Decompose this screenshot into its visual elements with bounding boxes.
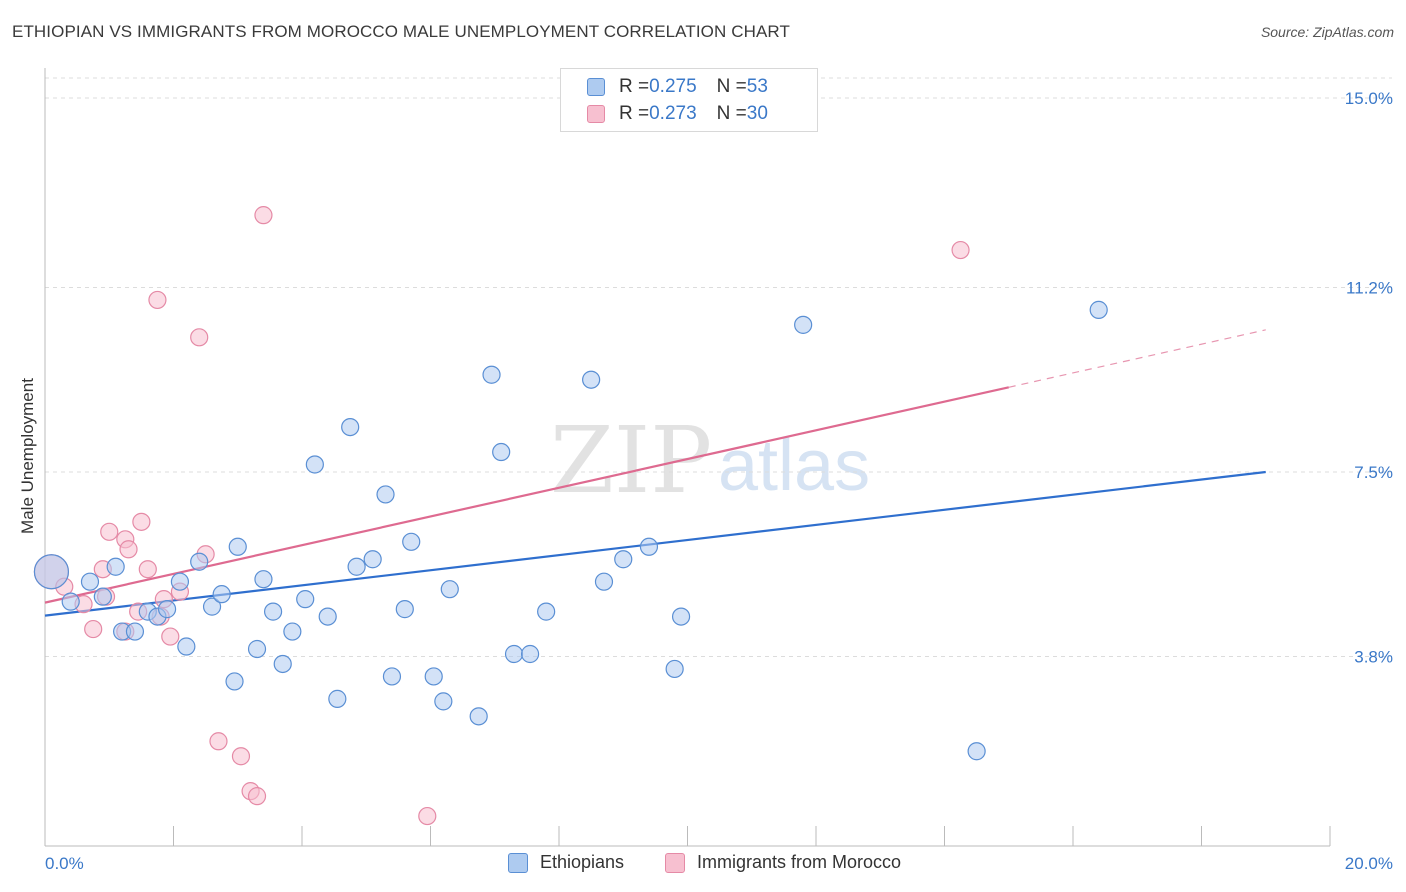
- data-point-ethiopians: [594, 572, 614, 591]
- y-tick-label: 11.2%: [1346, 278, 1393, 297]
- data-point-morocco: [209, 732, 228, 751]
- data-point-ethiopians: [212, 585, 231, 604]
- y-tick-label: 3.8%: [1354, 647, 1393, 666]
- data-point-ethiopians: [283, 622, 302, 641]
- data-point-ethiopians: [318, 607, 337, 626]
- watermark-zip: ZIP: [550, 407, 712, 514]
- axes: [44, 68, 1331, 847]
- data-point-ethiopians: [170, 572, 190, 591]
- watermark-atlas: atlas: [718, 426, 870, 506]
- legend-n-value: 53: [746, 76, 768, 97]
- legend-n-value: 30: [746, 103, 768, 124]
- data-point-ethiopians: [395, 600, 414, 619]
- data-point-ethiopians: [125, 622, 145, 641]
- data-point-ethiopians: [93, 587, 112, 606]
- tick-labels: 3.8% 7.5% 11.2% 15.0% 0.0% 20.0%: [45, 89, 1393, 873]
- y-tick-label: 7.5%: [1354, 463, 1393, 482]
- data-point-morocco: [132, 512, 151, 531]
- data-point-ethiopians: [177, 637, 196, 656]
- data-point-ethiopians: [1089, 300, 1108, 319]
- data-point-ethiopians: [537, 602, 556, 621]
- data-point-ethiopians: [263, 602, 283, 621]
- legend-r-label: R =: [619, 103, 650, 124]
- data-point-morocco: [119, 540, 138, 559]
- legend-row-ethiopians: R = 0.275 N = 53: [587, 76, 768, 98]
- data-points: [33, 206, 1108, 826]
- data-point-ethiopians: [33, 554, 70, 590]
- data-point-ethiopians: [376, 485, 395, 504]
- legend-r-value: 0.275: [649, 76, 697, 97]
- data-point-ethiopians: [202, 597, 222, 616]
- data-point-morocco: [84, 619, 103, 639]
- data-point-ethiopians: [794, 315, 813, 334]
- correlation-legend: R = 0.275 N = 53 R = 0.273 N = 30: [560, 68, 818, 132]
- data-point-morocco: [247, 787, 267, 806]
- legend-item-ethiopians[interactable]: Ethiopians: [508, 852, 624, 873]
- legend-r-value: 0.273: [649, 103, 697, 124]
- data-point-ethiopians: [582, 370, 601, 389]
- data-point-ethiopians: [434, 692, 453, 711]
- data-point-morocco: [254, 206, 273, 225]
- y-tick-label: 15.0%: [1345, 89, 1393, 108]
- legend-label: Immigrants from Morocco: [697, 852, 902, 872]
- data-point-morocco: [418, 806, 437, 826]
- data-point-morocco: [231, 747, 251, 766]
- data-point-ethiopians: [328, 689, 347, 708]
- data-point-morocco: [148, 290, 167, 310]
- data-point-ethiopians: [341, 417, 360, 437]
- data-point-ethiopians: [504, 644, 524, 664]
- data-point-morocco: [190, 328, 209, 347]
- data-point-ethiopians: [296, 590, 315, 609]
- data-point-ethiopians: [440, 580, 459, 599]
- legend-item-morocco[interactable]: Immigrants from Morocco: [665, 852, 901, 873]
- legend-n-label: N =: [716, 76, 747, 97]
- legend-row-morocco: R = 0.273 N = 30: [587, 103, 768, 125]
- legend-swatch-pink: [587, 105, 605, 123]
- data-point-ethiopians: [671, 607, 691, 626]
- legend-swatch-blue: [508, 852, 528, 873]
- data-point-ethiopians: [482, 365, 501, 384]
- data-point-ethiopians: [363, 550, 382, 569]
- data-point-ethiopians: [225, 672, 244, 691]
- data-point-ethiopians: [157, 600, 177, 619]
- data-point-ethiopians: [305, 455, 324, 474]
- legend-r-label: R =: [619, 76, 650, 97]
- data-point-ethiopians: [273, 654, 292, 674]
- data-point-ethiopians: [347, 557, 366, 576]
- chart-title: ETHIOPIAN VS IMMIGRANTS FROM MOROCCO MAL…: [12, 22, 790, 41]
- data-point-ethiopians: [382, 667, 402, 686]
- watermark: ZIP atlas: [550, 407, 870, 514]
- data-point-ethiopians: [254, 570, 273, 589]
- data-point-ethiopians: [61, 592, 80, 611]
- data-point-ethiopians: [424, 667, 443, 686]
- data-point-ethiopians: [190, 552, 209, 571]
- data-point-ethiopians: [639, 537, 659, 556]
- x-tick-label: 0.0%: [45, 854, 84, 873]
- data-point-ethiopians: [967, 742, 986, 761]
- data-point-ethiopians: [402, 532, 421, 551]
- data-point-ethiopians: [520, 644, 540, 664]
- data-point-morocco: [161, 627, 180, 646]
- data-point-ethiopians: [106, 557, 125, 576]
- data-point-ethiopians: [492, 442, 511, 462]
- data-point-ethiopians: [469, 707, 488, 726]
- legend-label: Ethiopians: [540, 852, 625, 872]
- legend-n-label: N =: [716, 103, 747, 124]
- data-point-morocco: [951, 240, 970, 260]
- data-point-morocco: [138, 560, 157, 579]
- legend-swatch-blue: [587, 78, 605, 96]
- data-point-ethiopians: [228, 537, 247, 556]
- data-point-ethiopians: [665, 659, 684, 679]
- data-point-ethiopians: [614, 550, 633, 569]
- trend-line-pink-extrapolated: [1008, 329, 1266, 388]
- source-label: Source: ZipAtlas.com: [1260, 24, 1394, 40]
- data-point-ethiopians: [247, 639, 267, 659]
- series-legend: Ethiopians Immigrants from Morocco: [0, 852, 1406, 876]
- grid: [45, 77, 1392, 657]
- data-point-morocco: [100, 522, 119, 541]
- data-point-ethiopians: [80, 572, 100, 591]
- legend-swatch-pink: [665, 852, 685, 873]
- x-tick-label: 20.0%: [1345, 854, 1393, 873]
